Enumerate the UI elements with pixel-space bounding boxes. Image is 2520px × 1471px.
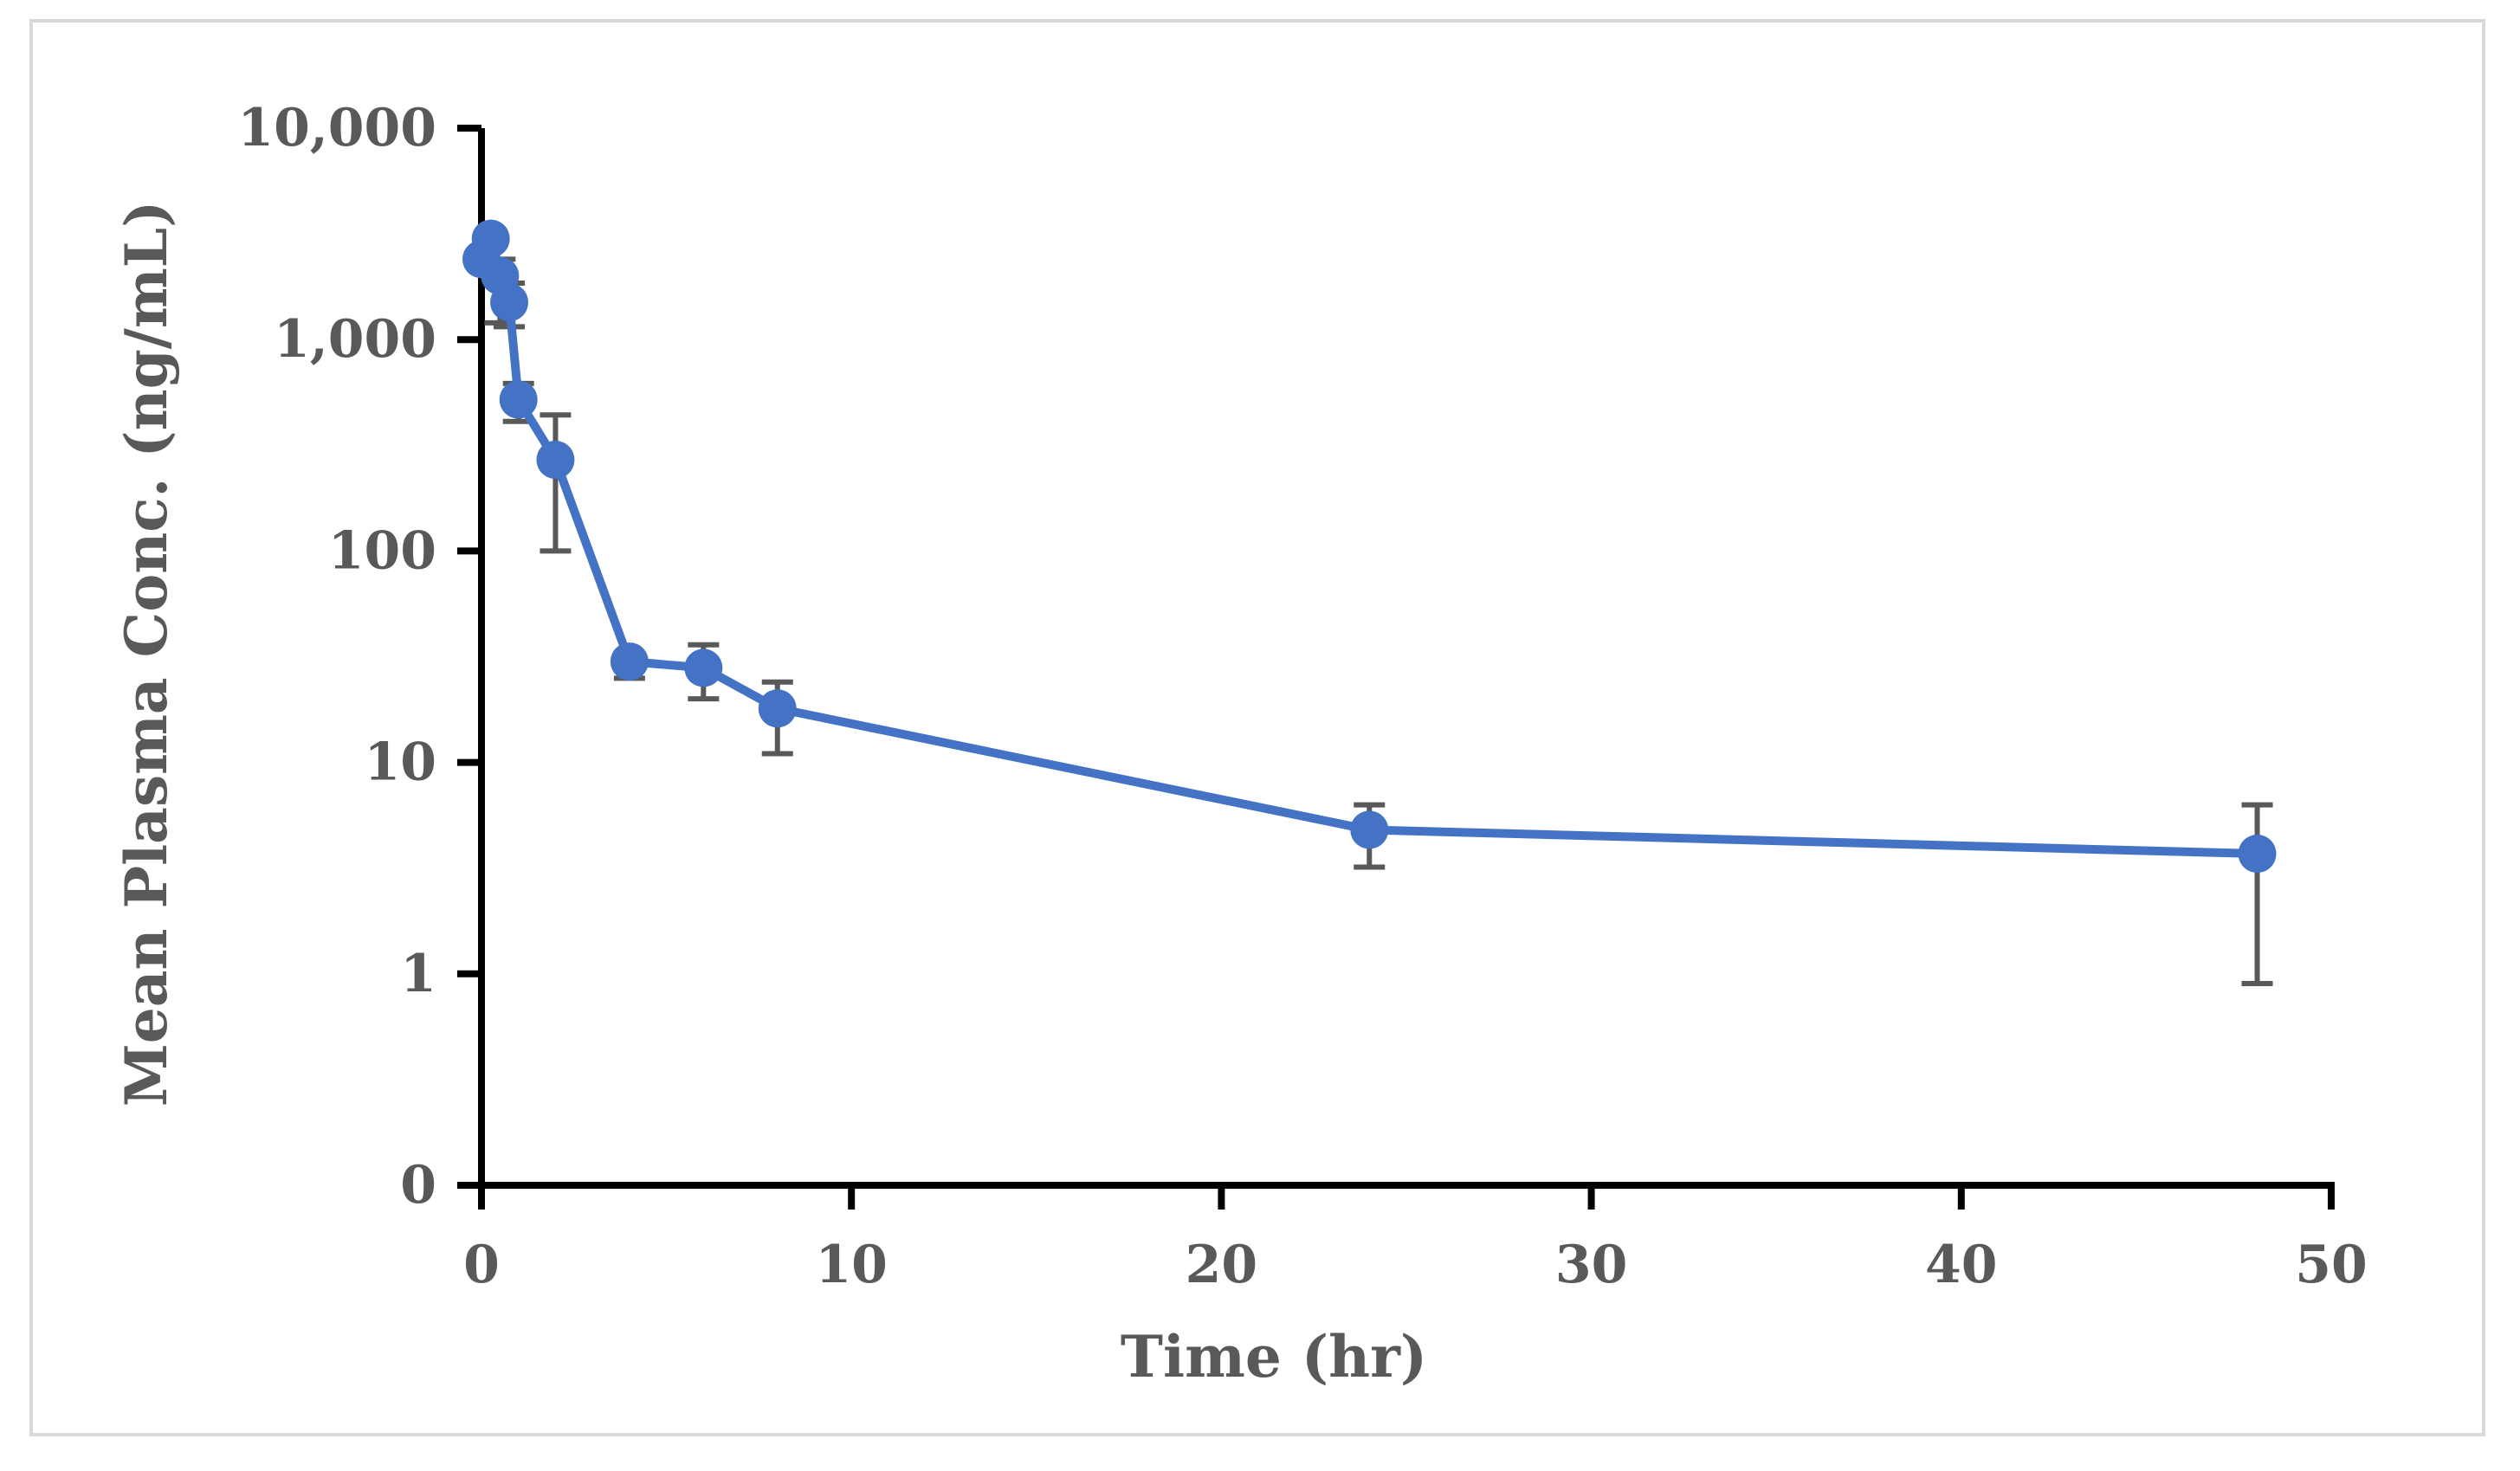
x-tick-label: 30	[1555, 1235, 1628, 1295]
data-point	[2238, 835, 2277, 874]
y-tick-label: 1	[400, 944, 436, 1004]
x-tick-label: 0	[463, 1235, 500, 1295]
data-point	[536, 441, 575, 480]
data-point	[471, 219, 510, 258]
y-axis-title: Mean Plasma Conc. (ng/mL)	[113, 201, 180, 1107]
x-tick-label: 20	[1186, 1235, 1258, 1295]
x-tick-label: 50	[2295, 1235, 2368, 1295]
marker-layer	[462, 219, 2277, 874]
data-point	[758, 689, 797, 728]
error-bar-layer	[484, 256, 2273, 986]
data-point	[1350, 810, 1389, 849]
tick-label-layer: 0 1 10 100 1,000 10,000 0 10 20 30 40 50	[237, 98, 2367, 1295]
y-tick-label: 10,000	[237, 98, 436, 158]
error-bar	[540, 412, 572, 554]
data-point	[684, 648, 723, 687]
y-tick-label: 1,000	[274, 309, 436, 370]
y-tick-label: 100	[328, 520, 436, 581]
data-point	[499, 380, 538, 419]
y-tick-label: 10	[365, 732, 437, 793]
chart-frame	[29, 19, 2485, 1436]
data-point	[610, 642, 649, 681]
x-tick-label: 40	[1925, 1235, 1998, 1295]
axes-layer	[457, 125, 2335, 1210]
error-bar	[2241, 802, 2273, 986]
series-line	[477, 234, 2258, 859]
data-point	[490, 283, 529, 322]
series-line-layer	[477, 234, 2258, 859]
x-axis-title: Time (hr)	[1121, 1323, 1427, 1390]
y-tick-label: 0	[400, 1155, 436, 1216]
x-tick-label: 10	[815, 1235, 888, 1295]
